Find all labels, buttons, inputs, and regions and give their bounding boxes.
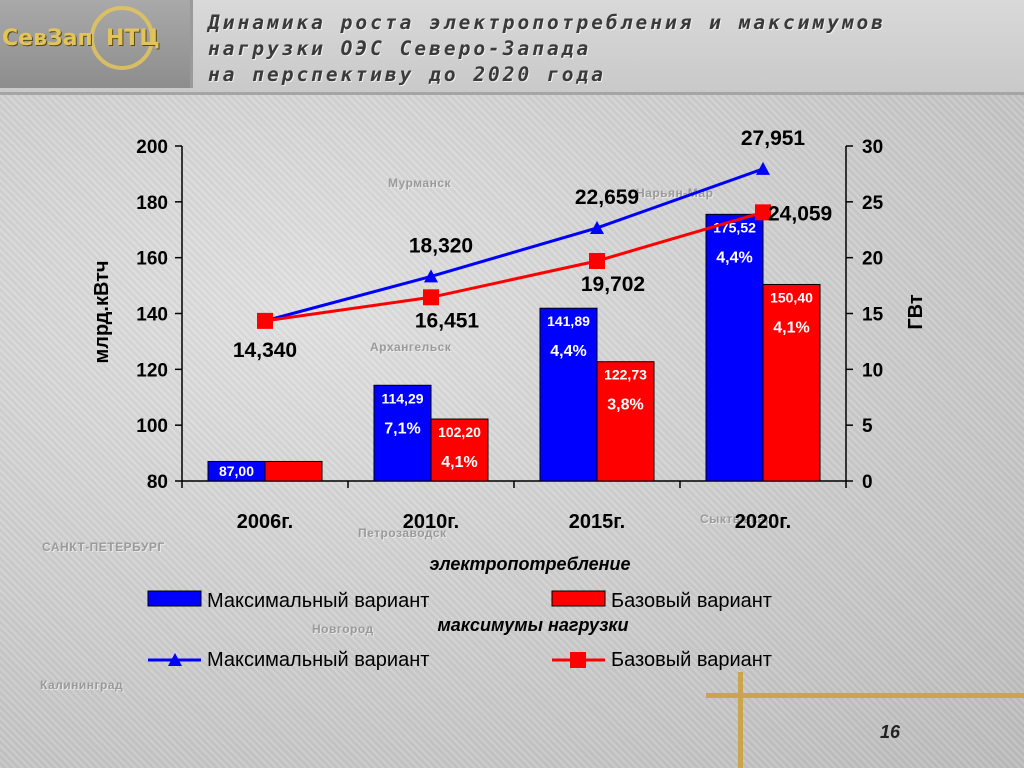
y-left-tick-label: 200 xyxy=(136,137,168,158)
legend-bar-max-swatch xyxy=(147,590,202,607)
title-line-1: Динамика роста электропотребления и макс… xyxy=(208,11,887,34)
line-max-point xyxy=(756,161,770,175)
map-label-murmansk: Мурманск xyxy=(388,176,452,190)
legend-line-base-marker xyxy=(570,652,586,668)
decor-line-vertical xyxy=(738,672,743,768)
map-label-naryan-mar: Нарьян-Мар xyxy=(636,186,714,200)
line-base-point xyxy=(257,312,273,329)
page-title: Динамика роста электропотребления и макс… xyxy=(208,10,1008,88)
bar-max xyxy=(539,307,598,482)
line-value-label: 22,659 xyxy=(575,186,639,209)
legend-line-max-label: Максимальный вариант xyxy=(207,649,429,671)
line-max xyxy=(264,167,764,323)
line-value-label: 19,702 xyxy=(581,273,645,296)
line-base-point xyxy=(423,289,439,306)
bar-growth-label: 4,1% xyxy=(773,319,809,336)
line-value-label: 24,059 xyxy=(768,202,832,225)
legend-lines-title: максимумы нагрузки xyxy=(437,615,628,635)
line-max-point xyxy=(424,269,438,283)
legend-bars-title: электропотребление xyxy=(430,554,631,574)
legend-bar-base-swatch xyxy=(551,590,606,607)
y-right-tick-label: 15 xyxy=(862,305,884,326)
bar-max xyxy=(373,384,432,482)
bar-growth-label: 4,4% xyxy=(716,249,752,266)
bar-base xyxy=(762,283,821,482)
legend-bar-base-label: Базовый вариант xyxy=(611,590,772,612)
map-label-kaliningrad: Калининград xyxy=(40,678,124,692)
line-value-label: 16,451 xyxy=(415,309,480,332)
y-right-axis-label: ГВт xyxy=(905,294,927,330)
logo: СевЗап НТЦ xyxy=(0,0,193,88)
bar-base xyxy=(264,460,323,482)
line-base-point xyxy=(755,204,771,221)
y-left-tick-label: 100 xyxy=(136,416,168,437)
bar-growth-label: 3,8% xyxy=(607,397,643,414)
y-right-tick-label: 0 xyxy=(862,472,873,493)
y-right-tick-label: 25 xyxy=(862,193,884,214)
bar-value-label: 122,73 xyxy=(604,367,647,383)
bar-growth-label: 4,4% xyxy=(550,343,586,360)
legend-line-base-label: Базовый вариант xyxy=(611,649,772,671)
bar-growth-label: 7,1% xyxy=(384,420,420,437)
map-label-arkhangelsk: Архангельск xyxy=(370,340,452,354)
sun-logo-icon xyxy=(90,6,154,70)
y-left-tick-label: 160 xyxy=(136,249,168,270)
y-left-tick-label: 180 xyxy=(136,193,168,214)
x-tick-label: 2006г. xyxy=(237,511,293,533)
line-value-label: 27,951 xyxy=(741,127,806,150)
logo-text-right: НТЦ xyxy=(106,26,160,51)
y-left-tick-label: 80 xyxy=(147,472,168,493)
bar-value-label: 150,40 xyxy=(770,289,813,305)
bar-value-label: 141,89 xyxy=(547,313,590,329)
y-left-axis-label: млрд.кВтч xyxy=(91,260,113,363)
bar-base xyxy=(430,418,489,482)
y-right-tick-label: 10 xyxy=(862,360,883,381)
bar-base xyxy=(596,361,655,482)
line-max-point xyxy=(590,220,604,234)
page-number: 16 xyxy=(879,722,900,742)
x-tick-label: 2015г. xyxy=(569,511,625,533)
logo-text-left: СевЗап xyxy=(2,26,93,51)
y-right-tick-label: 30 xyxy=(862,137,883,158)
line-base xyxy=(264,210,764,323)
line-base-point xyxy=(589,252,605,269)
title-line-3: на перспективу до 2020 года xyxy=(208,63,606,86)
x-tick-label: 2010г. xyxy=(403,511,459,533)
y-left-tick-label: 140 xyxy=(136,305,168,326)
bar-value-label: 102,20 xyxy=(438,424,481,440)
map-label-petrozavodsk: Петрозаводск xyxy=(358,526,447,540)
title-line-2: нагрузки ОЭС Северо-Запада xyxy=(208,37,592,60)
legend-bar-max-label: Максимальный вариант xyxy=(207,590,429,612)
map-label-saint-petersburg: САНКТ-ПЕТЕРБУРГ xyxy=(42,540,165,554)
y-right-tick-label: 5 xyxy=(862,416,873,437)
line-value-label: 14,340 xyxy=(233,339,297,362)
line-value-label: 18,320 xyxy=(409,234,473,257)
bar-value-label: 114,29 xyxy=(381,390,423,406)
x-tick-label: 2020г. xyxy=(735,511,791,533)
y-left-tick-label: 120 xyxy=(136,360,168,381)
map-label-syktyvkar: Сыктывкар xyxy=(700,512,773,526)
bar-value-label: 87,00 xyxy=(219,463,254,479)
decor-line-horizontal xyxy=(706,693,1024,698)
legend-line-max-marker xyxy=(168,653,182,666)
y-right-tick-label: 20 xyxy=(862,249,883,270)
bar-growth-label: 4,1% xyxy=(441,454,477,471)
map-label-novgorod: Новгород xyxy=(312,622,374,636)
